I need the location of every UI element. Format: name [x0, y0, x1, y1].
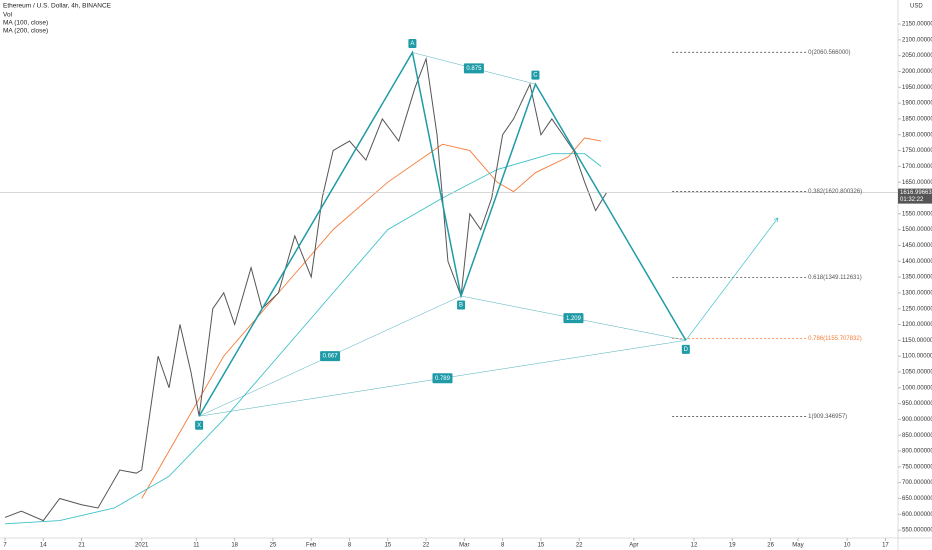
price-line	[4, 56, 607, 522]
point-label: D	[684, 347, 689, 353]
ratio-label: 0.667	[323, 354, 339, 360]
x-tick-label: 12	[691, 543, 698, 549]
y-tick-label: 800.000000	[902, 449, 932, 455]
y-tick-label: 2000.000000	[902, 69, 932, 75]
y-tick-label: 1300.000000	[902, 290, 932, 296]
y-tick-label: 2050.000000	[902, 53, 932, 59]
fib-label: 0.382(1620.800326)	[808, 189, 862, 195]
ratio-box	[320, 351, 341, 362]
point-box	[195, 420, 204, 430]
moving-average	[141, 137, 602, 499]
x-tick-label: 17	[882, 543, 889, 549]
y-tick-label: 1200.000000	[902, 322, 932, 328]
x-tick-label: 22	[423, 543, 430, 549]
y-tick-label: 600.000000	[902, 512, 932, 518]
ratio-box	[463, 63, 484, 74]
y-tick-label: 900.000000	[902, 417, 932, 423]
indicator: MA (100, close)	[3, 20, 48, 27]
y-tick-label: 1900.000000	[902, 101, 932, 107]
plot-area	[0, 0, 898, 538]
y-tick-label: 1800.000000	[902, 132, 932, 138]
y-tick-label: 1450.000000	[902, 243, 932, 249]
x-tick-label: 8	[501, 543, 505, 549]
y-tick-label: 1500.000000	[902, 227, 932, 233]
x-tick-label: 8	[348, 543, 352, 549]
y-tick-label: 1700.000000	[902, 164, 932, 170]
x-tick-label: 7	[3, 543, 7, 549]
y-tick-label: 1400.000000	[902, 259, 932, 265]
point-box	[681, 344, 690, 354]
point-label: C	[533, 73, 538, 79]
moving-average	[4, 153, 602, 525]
y-tick-label: 850.000000	[902, 433, 932, 439]
ratio-box	[432, 373, 453, 384]
indicator: Vol	[3, 12, 13, 19]
x-tick-label: 18	[231, 543, 238, 549]
last-price-label: 1616.99663	[900, 190, 932, 196]
x-tick-label: 21	[78, 543, 85, 549]
indicator: MA (200, close)	[3, 28, 48, 35]
y-tick-label: 1150.000000	[902, 338, 932, 344]
ratio-label: 0.875	[466, 66, 482, 72]
y-tick-label: 550.000000	[902, 528, 932, 534]
x-tick-label: 11	[193, 543, 200, 549]
x-tick-label: 10	[844, 543, 851, 549]
ratio-label: 0.789	[435, 376, 451, 382]
y-tick-label: 2150.000000	[902, 22, 932, 28]
y-tick-label: 1850.000000	[902, 117, 932, 123]
x-tick-label: 26	[767, 543, 774, 549]
y-tick-label: 750.000000	[902, 464, 932, 470]
fib-label: 0(2060.566000)	[808, 50, 850, 56]
point-box	[457, 300, 466, 310]
currency: USD	[910, 4, 923, 10]
y-tick-label: 650.000000	[902, 496, 932, 502]
x-tick-label: Mar	[459, 543, 469, 549]
countdown-label: 01:32:22	[900, 197, 924, 203]
x-tick-label: Apr	[629, 543, 638, 549]
x-tick-label: Feb	[306, 543, 317, 549]
ratio-box	[563, 313, 584, 324]
y-tick-label: 950.000000	[902, 401, 932, 407]
y-tick-label: 700.000000	[902, 480, 932, 486]
y-tick-label: 1650.000000	[902, 180, 932, 186]
y-tick-label: 1250.000000	[902, 306, 932, 312]
y-tick-label: 1950.000000	[902, 85, 932, 91]
fib-label: 0.786(1155.707832)	[808, 336, 862, 342]
y-tick-label: 1750.000000	[902, 148, 932, 154]
x-tick-label: 15	[538, 543, 545, 549]
y-tick-label: 1100.000000	[902, 354, 932, 360]
point-label: A	[410, 41, 414, 47]
x-tick-label: 25	[270, 543, 277, 549]
projection	[685, 218, 778, 341]
y-tick-label: 2100.000000	[902, 37, 932, 43]
y-tick-label: 1050.000000	[902, 370, 932, 376]
x-tick-label: 2021	[135, 543, 149, 549]
point-label: X	[197, 423, 201, 429]
fib-label: 0.618(1349.112631)	[808, 275, 862, 281]
point-box	[408, 39, 417, 49]
point-box	[531, 70, 540, 80]
y-tick-label: 1350.000000	[902, 275, 932, 281]
y-tick-label: 1000.000000	[902, 385, 932, 391]
pattern-line	[198, 50, 687, 417]
point-label: B	[459, 303, 463, 309]
x-tick-label: 14	[40, 543, 47, 549]
x-tick-label: May	[792, 543, 803, 549]
x-tick-label: 15	[384, 543, 391, 549]
fib-label: 1(909.346957)	[808, 414, 847, 420]
last-price-box	[898, 188, 932, 204]
chart-title: Ethereum / U.S. Dollar, 4h, BINANCE	[3, 3, 112, 10]
y-tick-label: 1550.000000	[902, 211, 932, 217]
x-tick-label: 22	[576, 543, 583, 549]
x-tick-label: 19	[729, 543, 736, 549]
ratio-label: 1.209	[566, 316, 582, 322]
